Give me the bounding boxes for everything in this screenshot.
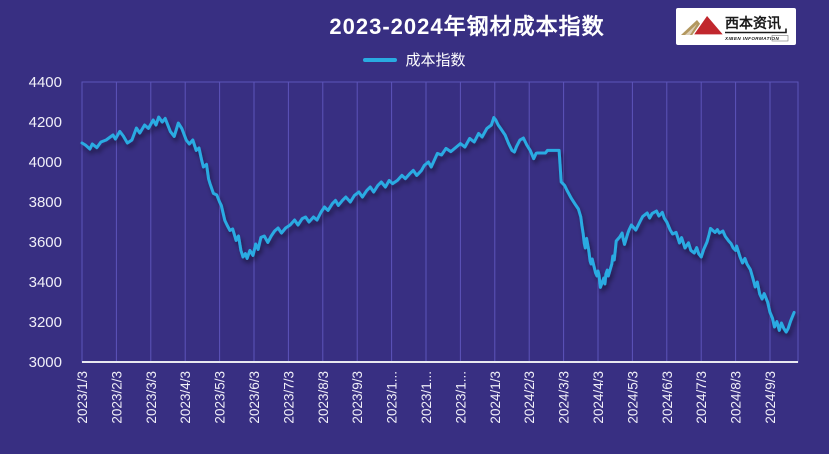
y-tick-label: 4400	[29, 74, 62, 91]
legend-line-swatch	[363, 57, 398, 62]
x-tick-label: 2024/3/3	[557, 371, 572, 424]
logo-stamp-box	[771, 35, 789, 42]
x-tick-label: 2023/1...	[385, 371, 400, 424]
y-tick-label: 3000	[29, 354, 62, 371]
y-tick-label: 4000	[29, 154, 62, 171]
chart-plot-border	[81, 81, 799, 363]
y-tick-label: 3400	[29, 274, 62, 291]
logo-underline-stroke	[725, 28, 787, 34]
x-tick-label: 2024/5/3	[625, 371, 640, 424]
legend-label: 成本指数	[405, 52, 466, 69]
x-tick-label: 2023/6/3	[247, 371, 262, 424]
y-tick-label: 3800	[29, 194, 62, 211]
logo-mountain-red-icon	[691, 14, 726, 36]
y-axis-tick-labels: 3000 3200 3400 3600 3800 4000 4200 4400	[29, 74, 62, 371]
y-tick-label: 4200	[29, 114, 62, 131]
logo-xiben: 西本资讯 XIBEN INFORMATION	[676, 8, 796, 45]
x-tick-label: 2023/3/3	[144, 371, 159, 424]
x-tick-label: 2024/9/3	[763, 371, 778, 424]
chart-title: 2023-2024年钢材成本指数	[329, 14, 605, 39]
x-axis-tick-labels: 2023/1/3 2023/2/3 2023/3/3 2023/4/3 2023/5/3…	[75, 371, 778, 424]
x-tick-label: 2023/5/3	[213, 371, 228, 424]
x-tick-label: 2024/6/3	[660, 371, 675, 424]
x-tick-label: 2024/8/3	[729, 371, 744, 424]
x-tick-label: 2024/7/3	[694, 371, 709, 424]
y-tick-label: 3600	[29, 234, 62, 251]
series-line-cost-index[interactable]	[80, 115, 796, 334]
x-tick-label: 2023/7/3	[281, 371, 296, 424]
legend-item-cost-index[interactable]: 成本指数	[0, 49, 829, 70]
logo-mountain-gold-ridge-icon	[685, 24, 697, 35]
x-tick-label: 2024/1/3	[488, 371, 503, 424]
x-tick-label: 2023/4/3	[178, 371, 193, 424]
x-tick-label: 2023/9/3	[350, 371, 365, 424]
x-tick-label: 2024/2/3	[522, 371, 537, 424]
y-tick-label: 3200	[29, 314, 62, 331]
x-tick-label: 2023/1/3	[75, 371, 90, 424]
logo-graphic: 西本资讯 XIBEN INFORMATION	[681, 14, 789, 42]
logo-text-en: XIBEN INFORMATION	[724, 36, 779, 41]
x-tick-label: 2023/8/3	[316, 371, 331, 424]
x-tick-label: 2023/1...	[419, 371, 434, 424]
x-tick-label: 2024/4/3	[591, 371, 606, 424]
logo-text-cn: 西本资讯	[725, 15, 781, 31]
x-tick-label: 2023/1...	[453, 371, 468, 424]
x-tick-label: 2023/2/3	[109, 371, 124, 424]
